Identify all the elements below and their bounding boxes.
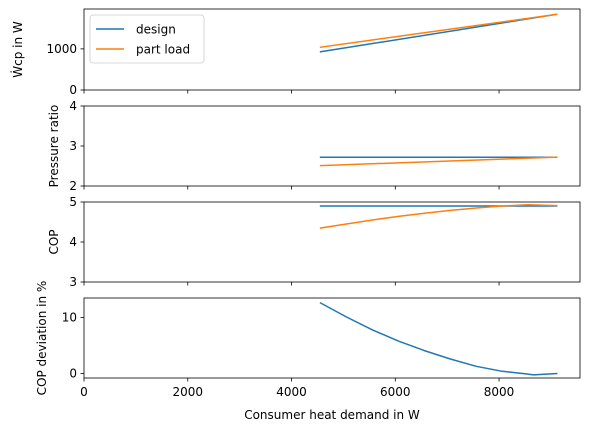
y-tick-label: 3 (69, 139, 77, 153)
legend-label: design (136, 23, 176, 37)
y-tick-label: 4 (69, 99, 77, 113)
y-tick-label: 2 (69, 179, 77, 193)
axes-frame (83, 105, 581, 187)
legend-label: part load (136, 43, 190, 57)
x-tick-label: 6000 (380, 385, 411, 399)
y-tick-label: 10 (62, 311, 77, 325)
series-line-design (319, 301, 558, 376)
panel-1: 0 1000 Ẇcp in W design part load (10, 8, 581, 97)
y-axis-label: Ẇcp in W (10, 21, 25, 78)
y-tick-label: 0 (69, 367, 77, 381)
y-tick-label: 4 (69, 235, 77, 249)
x-tick-label: 8000 (484, 385, 515, 399)
x-tick-label: 4000 (276, 385, 307, 399)
series-line-part-load (319, 204, 558, 229)
axes-frame (83, 297, 581, 379)
panel-2: 2 3 4 Pressure ratio (47, 99, 581, 193)
series-line-part-load (319, 156, 558, 167)
y-tick-label: 0 (69, 83, 77, 97)
y-tick-label: 5 (69, 195, 77, 209)
y-axis-label: Pressure ratio (47, 105, 61, 188)
series-line-part-load (319, 13, 558, 49)
x-axis-label: Consumer heat demand in W (244, 408, 420, 422)
y-axis-label: COP (47, 229, 61, 254)
x-tick-label: 2000 (172, 385, 203, 399)
series-line-design (319, 13, 558, 53)
y-tick-label: 3 (69, 275, 77, 289)
y-axis-label: COP deviation in % (35, 281, 49, 396)
panel-4: 0 10 0 2000 4000 6000 8000 COP deviation in % Co… (35, 281, 581, 422)
legend: design part load (89, 14, 205, 64)
y-tick-label: 1000 (46, 42, 77, 56)
x-tick-label: 0 (80, 385, 88, 399)
axes-frame (83, 201, 581, 283)
panel-3: 3 4 5 COP (47, 195, 581, 289)
axes-frame (83, 8, 581, 91)
legend-box (89, 14, 205, 64)
